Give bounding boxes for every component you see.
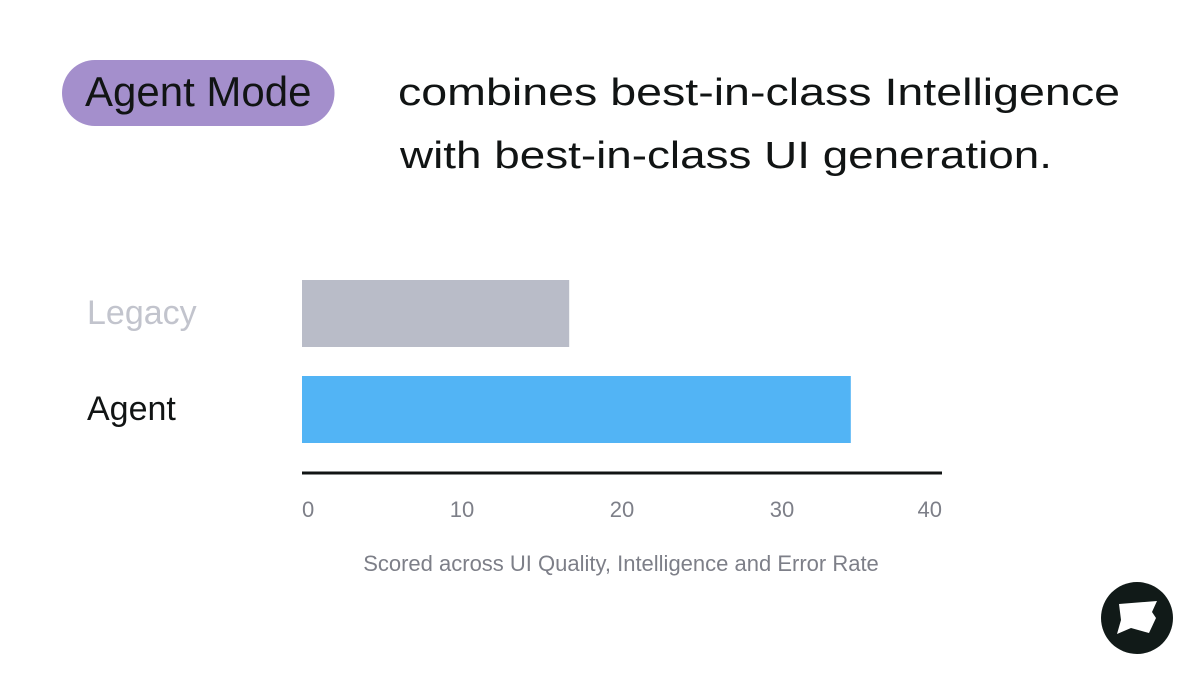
bar <box>302 280 570 347</box>
title-line: with best-in-class UI generation. <box>399 135 1052 177</box>
category-label: Legacy <box>87 294 197 332</box>
x-axis-label: Scored across UI Quality, Intelligence a… <box>363 551 879 576</box>
x-tick-label: 40 <box>918 497 942 522</box>
category-label: Agent <box>87 390 176 428</box>
logo <box>1101 582 1173 654</box>
x-tick-label: 10 <box>450 497 474 522</box>
x-tick-label: 0 <box>302 497 314 522</box>
title-highlight-pill <box>62 60 335 126</box>
bar <box>302 376 851 443</box>
x-tick-label: 20 <box>610 497 634 522</box>
title-highlight: Agent Mode <box>85 68 312 115</box>
x-tick-label: 30 <box>770 497 794 522</box>
title-line: combines best-in-class Intelligence <box>398 72 1120 114</box>
